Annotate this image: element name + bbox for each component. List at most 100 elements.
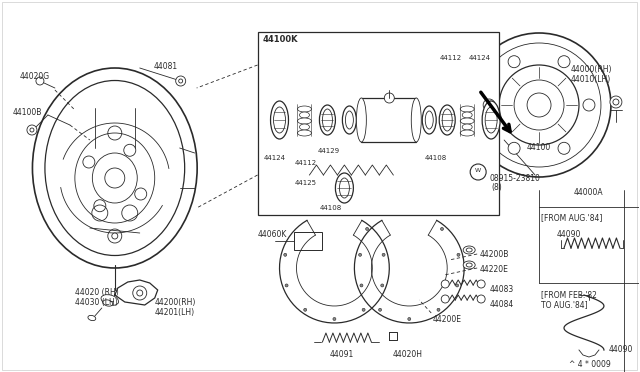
Circle shape xyxy=(304,308,307,311)
Text: 44112: 44112 xyxy=(294,160,317,166)
Circle shape xyxy=(477,43,601,167)
Circle shape xyxy=(285,284,288,287)
Text: [FROM FEB.'82: [FROM FEB.'82 xyxy=(541,290,597,299)
Circle shape xyxy=(27,125,37,135)
Circle shape xyxy=(135,188,147,200)
Ellipse shape xyxy=(460,130,474,136)
Circle shape xyxy=(441,280,449,288)
Text: 08915-23810: 08915-23810 xyxy=(489,174,540,183)
Circle shape xyxy=(470,164,486,180)
Bar xyxy=(257,32,499,215)
Text: 44000A: 44000A xyxy=(574,188,604,197)
Text: 44108: 44108 xyxy=(319,205,342,211)
Circle shape xyxy=(508,142,520,154)
Text: 44124: 44124 xyxy=(469,55,491,61)
Ellipse shape xyxy=(300,112,310,118)
Circle shape xyxy=(408,317,411,321)
Text: 44083: 44083 xyxy=(489,285,513,294)
Text: 44200E: 44200E xyxy=(432,315,461,324)
Circle shape xyxy=(360,284,363,287)
Ellipse shape xyxy=(298,130,312,136)
Circle shape xyxy=(477,295,485,303)
Ellipse shape xyxy=(425,111,433,129)
Circle shape xyxy=(441,295,449,303)
Text: 44112: 44112 xyxy=(439,55,461,61)
Ellipse shape xyxy=(462,124,472,130)
Ellipse shape xyxy=(323,109,332,131)
Circle shape xyxy=(176,76,186,86)
Text: W: W xyxy=(475,168,481,173)
Ellipse shape xyxy=(342,106,356,134)
Circle shape xyxy=(112,233,118,239)
Bar xyxy=(362,98,416,142)
Text: TO AUG.'84]: TO AUG.'84] xyxy=(541,300,588,309)
Text: 44108: 44108 xyxy=(424,155,447,161)
Circle shape xyxy=(333,317,336,321)
Text: 44090: 44090 xyxy=(609,345,634,354)
Ellipse shape xyxy=(319,105,335,135)
Ellipse shape xyxy=(75,133,155,223)
Text: 44200(RH): 44200(RH) xyxy=(155,298,196,307)
Circle shape xyxy=(362,308,365,311)
Text: 44124: 44124 xyxy=(264,155,285,161)
Text: 44200B: 44200B xyxy=(479,250,509,259)
Circle shape xyxy=(381,284,384,287)
Circle shape xyxy=(105,168,125,188)
Circle shape xyxy=(514,80,564,130)
Ellipse shape xyxy=(482,101,500,139)
Ellipse shape xyxy=(298,118,312,124)
Ellipse shape xyxy=(273,107,285,133)
Text: (8): (8) xyxy=(491,183,502,192)
Circle shape xyxy=(583,99,595,111)
Text: 44081: 44081 xyxy=(154,62,178,71)
Circle shape xyxy=(610,96,622,108)
Text: 44100K: 44100K xyxy=(262,35,298,44)
Circle shape xyxy=(437,308,440,311)
Circle shape xyxy=(477,280,485,288)
Ellipse shape xyxy=(92,153,137,203)
Circle shape xyxy=(365,227,369,230)
Ellipse shape xyxy=(298,106,312,112)
Ellipse shape xyxy=(422,106,436,134)
Ellipse shape xyxy=(103,300,113,306)
Text: 44020G: 44020G xyxy=(20,72,50,81)
Circle shape xyxy=(132,286,147,300)
Ellipse shape xyxy=(460,118,474,124)
Text: 44220E: 44220E xyxy=(479,265,508,274)
Ellipse shape xyxy=(460,106,474,112)
Text: ^ 4 * 0009: ^ 4 * 0009 xyxy=(569,360,611,369)
Text: 44091: 44091 xyxy=(330,350,354,359)
Circle shape xyxy=(382,253,385,256)
Circle shape xyxy=(499,65,579,145)
Ellipse shape xyxy=(335,173,353,203)
Ellipse shape xyxy=(412,98,421,142)
Text: 44020 (RH): 44020 (RH) xyxy=(75,288,118,297)
Text: 44000(RH): 44000(RH) xyxy=(571,65,612,74)
Circle shape xyxy=(94,200,106,212)
Ellipse shape xyxy=(45,80,185,256)
Text: 44030 (LH): 44030 (LH) xyxy=(75,298,118,307)
Text: 44201(LH): 44201(LH) xyxy=(155,308,195,317)
Ellipse shape xyxy=(466,248,472,252)
Circle shape xyxy=(83,156,95,168)
Ellipse shape xyxy=(466,263,472,267)
Ellipse shape xyxy=(462,112,472,118)
Text: 44090: 44090 xyxy=(557,230,581,239)
Text: 44060K: 44060K xyxy=(257,230,287,239)
Ellipse shape xyxy=(439,105,455,135)
Circle shape xyxy=(379,308,381,311)
Ellipse shape xyxy=(271,101,289,139)
Circle shape xyxy=(284,253,287,256)
Circle shape xyxy=(385,93,394,103)
Circle shape xyxy=(358,253,362,256)
Circle shape xyxy=(508,56,520,68)
Text: 44020H: 44020H xyxy=(392,350,422,359)
Ellipse shape xyxy=(300,124,310,130)
Circle shape xyxy=(457,253,460,256)
Circle shape xyxy=(440,227,444,230)
Ellipse shape xyxy=(346,111,353,129)
Ellipse shape xyxy=(356,98,366,142)
Text: 44100: 44100 xyxy=(527,143,551,152)
Text: 44100B: 44100B xyxy=(13,108,42,117)
Ellipse shape xyxy=(101,295,118,305)
